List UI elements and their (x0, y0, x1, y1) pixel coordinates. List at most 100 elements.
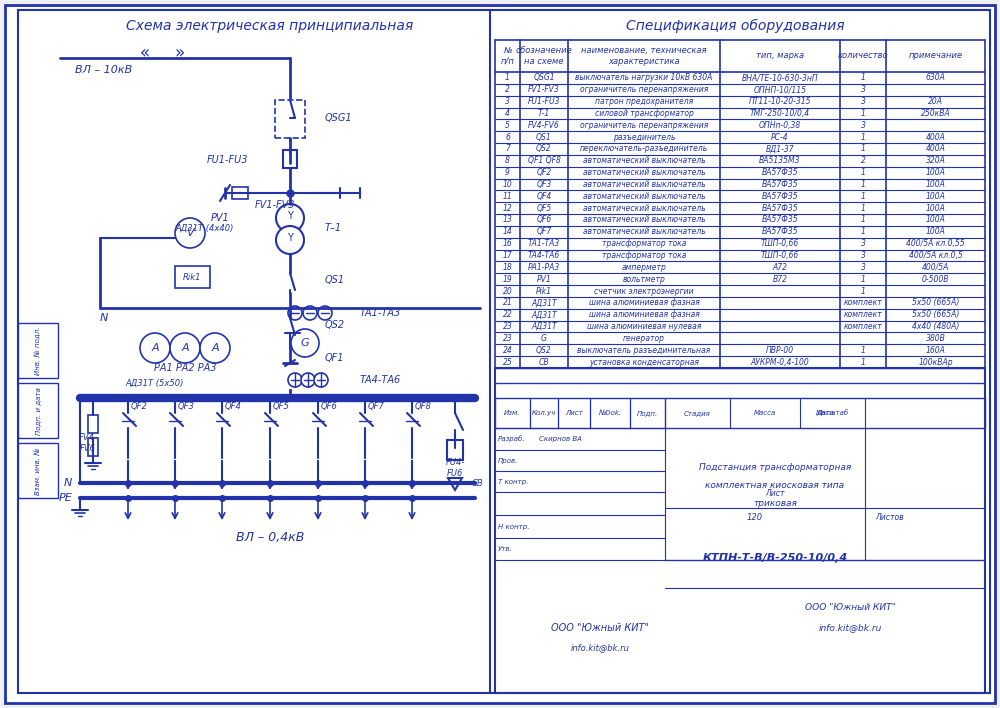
Bar (175, 266, 210, 288)
Text: Масштаб: Масштаб (815, 410, 849, 416)
Text: Стадия: Стадия (684, 410, 710, 416)
Text: №Dok.: №Dok. (598, 410, 622, 416)
Text: шина алюминиевая фазная: шина алюминиевая фазная (589, 298, 699, 307)
Circle shape (301, 373, 315, 387)
Text: 19: 19 (503, 275, 512, 284)
Text: 4: 4 (505, 109, 510, 118)
Text: ТА1-ТА3: ТА1-ТА3 (528, 239, 560, 249)
Text: переключатель-разъединитель: переключатель-разъединитель (580, 144, 708, 154)
Text: комплектная киосковая типа: комплектная киосковая типа (705, 481, 845, 491)
Text: FU1-FU3: FU1-FU3 (207, 155, 248, 165)
Text: 3: 3 (861, 97, 865, 106)
Text: QS1: QS1 (325, 275, 345, 285)
Text: 630А: 630А (926, 74, 945, 82)
Text: Т контр.: Т контр. (498, 479, 528, 485)
Text: N: N (64, 478, 72, 488)
Text: 21: 21 (503, 298, 512, 307)
Text: 400/5А кл.0,55: 400/5А кл.0,55 (906, 239, 965, 249)
Text: Т-1: Т-1 (538, 109, 550, 118)
Text: Инв. № подл.: Инв. № подл. (35, 327, 41, 375)
Text: 1: 1 (861, 204, 865, 212)
Text: ВД1-37: ВД1-37 (766, 144, 794, 154)
Text: Рik1: Рik1 (536, 287, 552, 295)
Text: QF1: QF1 (325, 353, 344, 363)
Text: info.kit@bk.ru: info.kit@bk.ru (818, 624, 882, 632)
Text: 20А: 20А (928, 97, 943, 106)
Text: разъединитель: разъединитель (613, 132, 675, 142)
Text: выключатель нагрузки 10кВ 630А: выключатель нагрузки 10кВ 630А (575, 74, 713, 82)
Text: триковая: триковая (753, 500, 797, 508)
Text: ВА57Ф35: ВА57Ф35 (762, 180, 798, 189)
Text: Подстанция трансформаторная: Подстанция трансформаторная (699, 464, 851, 472)
Text: тип, марка: тип, марка (756, 52, 804, 60)
Text: 5х50 (665А): 5х50 (665А) (912, 310, 959, 319)
Text: ВА57Ф35: ВА57Ф35 (762, 192, 798, 201)
Circle shape (276, 226, 304, 254)
Text: QF6: QF6 (536, 215, 552, 224)
Text: 100А: 100А (926, 204, 945, 212)
Text: ОПНП-10/115: ОПНП-10/115 (754, 85, 806, 94)
Bar (88, 438, 98, 456)
Text: FV1-FV3: FV1-FV3 (528, 85, 560, 94)
Text: ТШП-0,66: ТШП-0,66 (761, 239, 799, 249)
Circle shape (276, 204, 304, 232)
Text: 1: 1 (861, 132, 865, 142)
Text: 1: 1 (861, 358, 865, 367)
Text: QS2: QS2 (325, 320, 345, 330)
Circle shape (314, 373, 328, 387)
Text: установка конденсаторная: установка конденсаторная (589, 358, 699, 367)
Text: 0-500В: 0-500В (922, 275, 949, 284)
Text: ограничитель перенапряжения: ограничитель перенапряжения (580, 85, 708, 94)
Circle shape (291, 329, 319, 357)
Text: Подп. и дата: Подп. и дата (35, 387, 41, 435)
Text: 3: 3 (505, 97, 510, 106)
Circle shape (140, 333, 170, 363)
Text: 1: 1 (861, 346, 865, 355)
Text: 100А: 100А (926, 192, 945, 201)
Text: АД31Т (4х40): АД31Т (4х40) (176, 224, 234, 232)
Circle shape (200, 333, 230, 363)
Text: FU1-FU3: FU1-FU3 (528, 97, 560, 106)
Text: PV1: PV1 (537, 275, 551, 284)
Text: 9: 9 (505, 168, 510, 177)
Text: 1: 1 (861, 215, 865, 224)
Text: 320А: 320А (926, 156, 945, 165)
Text: СВ: СВ (472, 479, 484, 488)
Text: 10: 10 (503, 180, 512, 189)
Text: Взам. инв. №: Взам. инв. № (35, 447, 41, 495)
Text: РА1-РА3: РА1-РА3 (528, 263, 560, 272)
Text: Масса: Масса (754, 410, 776, 416)
Text: ТА1-ТА3: ТА1-ТА3 (360, 308, 401, 318)
Text: G: G (301, 338, 309, 348)
Text: 18: 18 (503, 263, 512, 272)
Text: 1: 1 (861, 74, 865, 82)
Text: 16: 16 (503, 239, 512, 249)
Text: Лист: Лист (765, 489, 785, 498)
Text: 3: 3 (861, 263, 865, 272)
Text: 4х40 (480А): 4х40 (480А) (912, 322, 959, 331)
Text: ВА57Ф35: ВА57Ф35 (762, 215, 798, 224)
Text: 1: 1 (505, 74, 510, 82)
Text: 3: 3 (861, 85, 865, 94)
Text: счетчик электроэнергии: счетчик электроэнергии (594, 287, 694, 295)
Text: ТА4-ТА6: ТА4-ТА6 (528, 251, 560, 260)
Text: 6: 6 (505, 132, 510, 142)
Text: 2: 2 (861, 156, 865, 165)
Text: КТПН-Т-В/В-250-10/0,4: КТПН-Т-В/В-250-10/0,4 (702, 553, 848, 563)
Text: шина алюминиевая нулевая: шина алюминиевая нулевая (587, 322, 701, 331)
Text: Пров.: Пров. (498, 458, 518, 464)
Text: QF5: QF5 (536, 204, 552, 212)
Text: амперметр: амперметр (622, 263, 666, 272)
Text: ПТ11-10-20-315: ПТ11-10-20-315 (749, 97, 811, 106)
Text: ТМГ-250-10/0,4: ТМГ-250-10/0,4 (750, 109, 810, 118)
Text: ТА4-ТА6: ТА4-ТА6 (360, 375, 401, 385)
Text: ВНА/ТЕ-10-630-3нП: ВНА/ТЕ-10-630-3нП (742, 74, 818, 82)
Text: АД31Т: АД31Т (531, 322, 557, 331)
Text: ВА5135М3: ВА5135М3 (759, 156, 801, 165)
Text: 400А: 400А (926, 144, 945, 154)
Text: QF3: QF3 (178, 401, 195, 411)
Text: 160А: 160А (926, 346, 945, 355)
Text: трансформатор тока: трансформатор тока (602, 251, 686, 260)
Text: ВА57Ф35: ВА57Ф35 (762, 204, 798, 212)
Text: автоматический выключатель: автоматический выключатель (583, 192, 705, 201)
